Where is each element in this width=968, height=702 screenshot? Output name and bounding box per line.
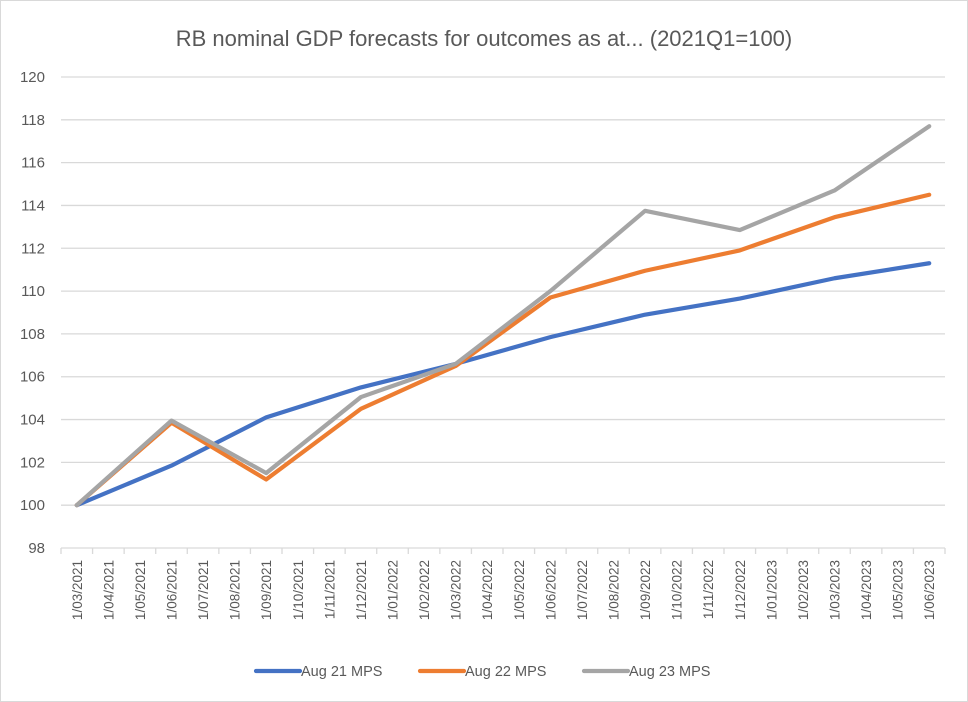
x-tick-label: 1/03/2023 bbox=[828, 560, 843, 620]
legend-item: Aug 21 MPS bbox=[253, 664, 382, 680]
y-tick-label: 110 bbox=[21, 283, 45, 300]
x-tick-label: 1/11/2021 bbox=[322, 560, 337, 619]
legend-item: Aug 23 MPS bbox=[581, 664, 710, 680]
x-axis: 1/03/2021 1/04/2021 1/05/2021 1/06/2021 1/07… bbox=[60, 547, 946, 620]
legend-item: Aug 22 MPS bbox=[417, 664, 546, 680]
x-tick-label: 1/08/2021 bbox=[228, 560, 243, 620]
x-tick-label: 1/04/2022 bbox=[480, 560, 495, 620]
x-tick-label: 1/05/2021 bbox=[133, 560, 148, 620]
x-tick-label: 1/06/2022 bbox=[543, 560, 558, 620]
series-line-aug-23-mps bbox=[74, 124, 932, 508]
y-axis: 98 100 102 104 106 108 110 112 114 116 118 120 bbox=[20, 69, 45, 557]
y-tick-label: 116 bbox=[21, 155, 45, 172]
chart-title: RB nominal GDP forecasts for outcomes as… bbox=[176, 26, 793, 51]
x-tick-label: 1/09/2021 bbox=[259, 560, 274, 620]
x-tick-label: 1/01/2022 bbox=[386, 560, 401, 620]
y-tick-label: 108 bbox=[20, 326, 45, 343]
legend-label: Aug 21 MPS bbox=[301, 664, 382, 680]
x-tick-label: 1/12/2022 bbox=[733, 560, 748, 620]
legend-label: Aug 22 MPS bbox=[465, 664, 546, 680]
x-tick-label: 1/08/2022 bbox=[607, 560, 622, 620]
x-tick-label: 1/11/2022 bbox=[701, 560, 716, 619]
x-tick-label: 1/03/2022 bbox=[449, 560, 464, 620]
x-tick-label: 1/12/2021 bbox=[354, 560, 369, 620]
x-tick-label: 1/07/2022 bbox=[575, 560, 590, 620]
x-tick-label: 1/04/2021 bbox=[101, 560, 116, 620]
legend-label: Aug 23 MPS bbox=[629, 664, 710, 680]
series-line-aug-21-mps bbox=[74, 261, 932, 508]
x-tick-label: 1/10/2021 bbox=[291, 560, 306, 620]
x-tick-label: 1/06/2021 bbox=[165, 560, 180, 620]
y-tick-label: 114 bbox=[21, 197, 45, 214]
x-tick-label: 1/02/2022 bbox=[417, 560, 432, 620]
y-tick-label: 100 bbox=[20, 497, 45, 514]
x-tick-label: 1/02/2023 bbox=[796, 560, 811, 620]
x-tick-label: 1/05/2022 bbox=[512, 560, 527, 620]
x-tick-label: 1/05/2023 bbox=[891, 560, 906, 620]
x-tick-label: 1/09/2022 bbox=[638, 560, 653, 620]
plot-series bbox=[74, 124, 932, 508]
x-tick-label: 1/07/2021 bbox=[196, 560, 211, 620]
y-tick-label: 120 bbox=[20, 69, 45, 86]
y-tick-label: 106 bbox=[20, 369, 45, 386]
x-tick-label: 1/06/2023 bbox=[922, 560, 937, 620]
y-tick-label: 104 bbox=[20, 412, 45, 429]
y-tick-label: 112 bbox=[21, 240, 45, 257]
legend: Aug 21 MPS Aug 22 MPS Aug 23 MPS bbox=[253, 664, 710, 680]
x-tick-label: 1/10/2022 bbox=[670, 560, 685, 620]
y-tick-label: 98 bbox=[28, 540, 45, 557]
x-tick-label: 1/03/2021 bbox=[70, 560, 85, 620]
y-tick-label: 118 bbox=[21, 112, 45, 129]
gridlines bbox=[61, 76, 945, 506]
series-line-aug-22-mps bbox=[74, 192, 932, 508]
x-tick-label: 1/01/2023 bbox=[764, 560, 779, 620]
y-tick-label: 102 bbox=[20, 454, 45, 471]
x-tick-label: 1/04/2023 bbox=[859, 560, 874, 620]
